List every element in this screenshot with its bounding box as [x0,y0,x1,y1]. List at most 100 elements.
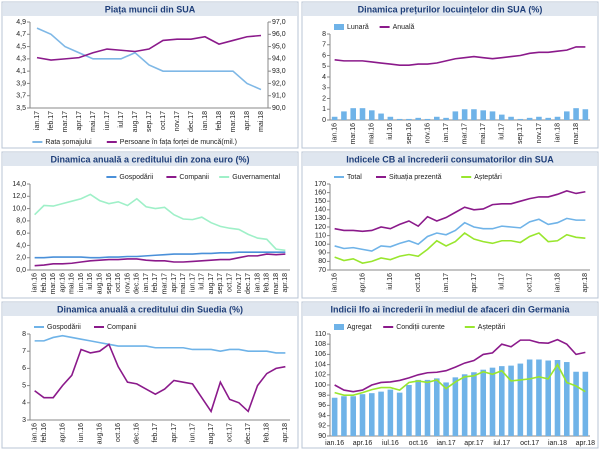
chart-title: Piața muncii din SUA [105,4,196,14]
legend-label: Total [347,174,362,181]
legend-label: Companii [107,324,137,331]
bar [331,397,338,436]
x-tick-label: iul.16 [382,440,399,447]
x-tick-label: mai.16 [369,123,376,144]
title-bar [3,303,297,316]
x-tick-label: oct.16 [115,423,122,442]
x-tick-label: mar.18 [273,273,280,295]
y2-tick-label: 92,0 [272,80,286,87]
x-tick-label: ian.17 [443,273,450,292]
x-tick-label: iul.16 [387,273,394,290]
y2-tick-label: 90,0 [272,105,286,112]
x-tick-label: mar.18 [230,111,237,133]
x-tick-label: apr.16 [59,273,66,293]
bar [443,382,449,436]
title-bar [303,303,597,316]
bar [452,377,459,436]
bar [545,360,551,436]
x-tick-label: feb.18 [264,423,271,443]
bar [508,365,514,436]
y-tick-label: 10,0 [12,205,26,212]
bar [554,360,561,436]
x-tick-label: ian.18 [548,440,567,447]
line-series [34,253,286,267]
legend-label: Gospodării [119,174,153,181]
x-tick-label: mai.16 [69,273,76,294]
x-tick-label: aug.16 [96,423,103,445]
x-tick-label: mai.17 [180,273,187,294]
x-tick-label: apr.18 [282,273,289,293]
bar [461,374,468,436]
bar [331,116,338,120]
x-tick-label: sep.17 [217,273,224,294]
x-tick-label: ian.16 [331,123,338,142]
x-tick-label: ian.18 [554,273,561,292]
y-tick-label: 4 [322,74,326,81]
y2-tick-label: 96,0 [272,31,286,38]
y-tick-label: 0 [322,117,326,124]
y-tick-label: 150 [314,198,326,205]
legend-swatch [334,24,344,30]
bar [359,394,366,436]
x-tick-label: oct.17 [526,273,533,292]
x-tick-label: iun.17 [189,273,196,292]
x-tick-label: oct.17 [226,273,233,292]
y-tick-label: 104 [314,361,326,368]
x-tick-label: iun.17 [104,111,111,130]
x-tick-label: dec.16 [134,273,141,294]
bar [564,111,570,120]
line-series [334,217,586,252]
legend-swatch [334,324,344,330]
bar [424,118,431,120]
bar [341,396,347,436]
y-tick-label: 102 [314,372,326,379]
bar [564,362,570,436]
y-tick-label: 3 [22,417,26,424]
y-tick-label: 4,1 [16,68,26,75]
x-tick-label: aug.16 [96,273,103,295]
title-bar [303,3,597,16]
y-tick-label: 7 [322,42,326,49]
x-tick-label: mar.16 [50,273,57,295]
y-tick-label: 80 [318,258,326,265]
x-tick-label: apr.18 [282,423,289,443]
chart-panel: Dinamica anuală a creditului din zona eu… [1,151,299,299]
legend-label: Așteptări [478,324,506,331]
bar [489,367,496,436]
chart-panel: Dinamica anuală a creditului din Suedia … [1,301,299,449]
y-tick-label: 6 [322,52,326,59]
y2-tick-label: 91,0 [272,93,286,100]
legend-label: Guvernamental [232,174,280,181]
panel-frame [1,1,299,149]
bar [536,359,542,436]
x-tick-label: sep.17 [517,123,524,144]
x-tick-label: ian.18 [202,111,209,130]
y-tick-label: 120 [314,224,326,231]
bar [369,393,375,436]
y-tick-label: 130 [314,215,326,222]
x-tick-label: feb.17 [152,423,159,443]
x-tick-label: apr.17 [471,273,478,293]
x-tick-label: iul.17 [493,440,510,447]
legend-label: Situația prezentă [389,174,442,181]
x-tick-label: oct.17 [160,111,167,130]
y-tick-label: 90 [318,433,326,440]
line-series [36,34,262,61]
x-tick-label: dec.17 [188,111,195,132]
line-series [34,193,286,252]
x-tick-label: nov.17 [236,273,243,294]
y-tick-label: 8 [22,331,26,338]
y-tick-label: 94 [318,412,326,419]
y2-tick-label: 97,0 [272,19,286,26]
x-tick-label: ian.17 [437,440,456,447]
bar [582,109,589,120]
y-tick-label: 110 [315,232,326,239]
bar [573,108,579,120]
x-tick-label: aug.17 [132,111,139,133]
y-tick-label: 4,5 [16,43,26,50]
line-series [334,363,586,396]
y-tick-label: 96 [318,402,326,409]
bar [452,111,459,120]
line-series [34,334,286,354]
